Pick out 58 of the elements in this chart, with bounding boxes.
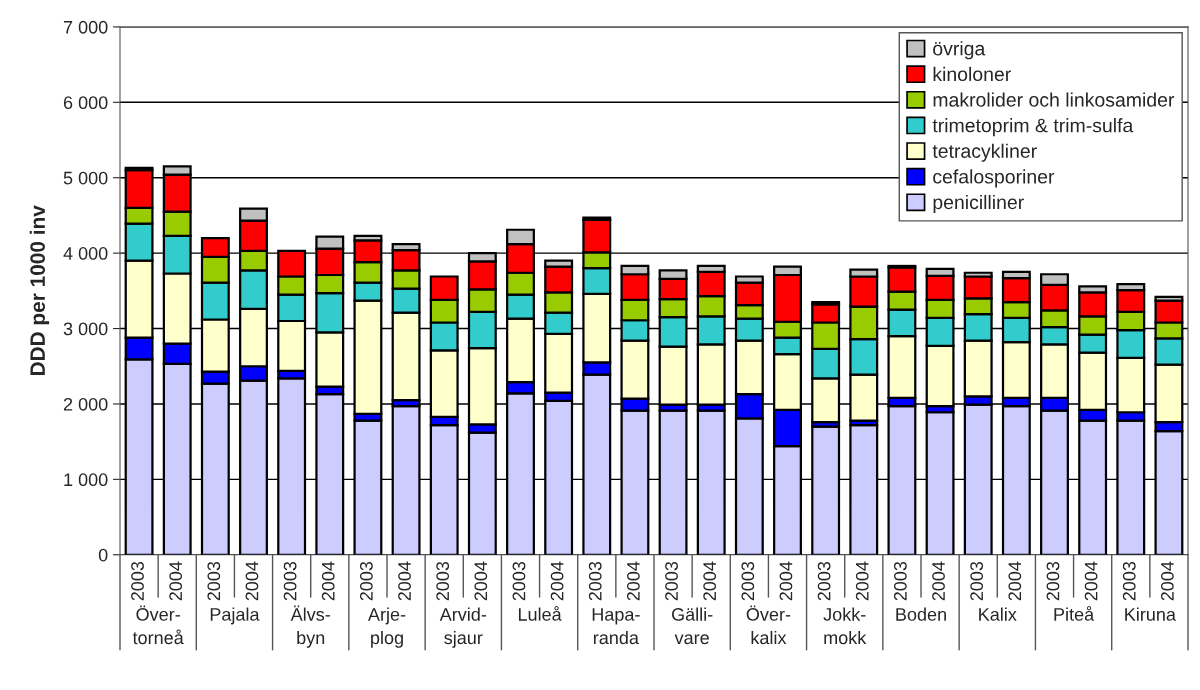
x-tick-label: 2004 (932, 561, 945, 601)
text: Älvs- byn (290, 605, 330, 648)
y-axis-title: DDD per 1000 inv (29, 205, 50, 376)
legend-label: övriga (933, 41, 986, 60)
x-tick-label: 2004 (1160, 561, 1174, 601)
x-tick-label: 2004 (398, 561, 411, 601)
x-tick-label: 2003 (207, 561, 221, 601)
legend-label: penicilliner (933, 194, 1024, 214)
text: Arvid- sjaur (439, 607, 487, 648)
text: Kalix (979, 607, 1017, 621)
legend-label: tetracykliner (932, 143, 1037, 162)
text: Hapa- randa (592, 608, 640, 645)
text: Kiruna (1125, 607, 1176, 621)
text: Boden (896, 607, 946, 621)
y-tick-label: 1 000 (64, 473, 108, 487)
x-tick-label: 2003 (588, 561, 602, 601)
x-tick-label: 2003 (1046, 561, 1060, 601)
legend-label: cefalosporiner (933, 169, 1055, 188)
x-tick-label: 2004 (474, 561, 488, 601)
text: Arje- plog (367, 607, 406, 648)
y-tick-label: 3 000 (63, 322, 108, 336)
text: Över- torneå (132, 605, 184, 645)
x-tick-label: 2003 (817, 561, 831, 601)
legend-label: makrolider och linkosamider (933, 92, 1175, 107)
x-tick-label: 2004 (1008, 561, 1022, 601)
text: Gälli- vare (671, 607, 713, 645)
x-tick-label: 2004 (779, 561, 793, 601)
y-tick-label: 0 (98, 548, 108, 562)
y-tick-label: 5 000 (63, 171, 108, 185)
x-tick-label: 2003 (359, 561, 373, 601)
x-tick-label: 2003 (131, 561, 144, 601)
text: Luleå (518, 606, 562, 621)
x-tick-label: 2003 (741, 561, 755, 601)
y-tick-label: 6 000 (63, 96, 108, 110)
x-tick-label: 2004 (1084, 561, 1098, 601)
x-tick-label: 2003 (1122, 561, 1136, 601)
x-tick-label: 2003 (512, 561, 526, 601)
x-tick-label: 2004 (855, 561, 869, 601)
legend-label: trimetoprim & trim-sulfa (932, 118, 1134, 137)
x-tick-label: 2003 (893, 561, 907, 601)
x-tick-label: 2004 (626, 561, 640, 601)
text: Över- kalix (746, 605, 791, 645)
text: Jokk- mokk (823, 607, 867, 645)
x-tick-label: 2003 (665, 561, 678, 601)
x-tick-label: 2003 (283, 561, 297, 601)
text: Pajala (210, 607, 260, 625)
legend-label: kinoloner (933, 66, 1011, 82)
x-tick-label: 2004 (321, 561, 335, 601)
x-tick-label: 2003 (436, 561, 450, 601)
x-tick-label: 2004 (703, 561, 717, 601)
x-tick-label: 2003 (970, 561, 984, 601)
y-tick-label: 7 000 (63, 20, 108, 34)
x-tick-label: 2004 (169, 561, 183, 601)
x-tick-label: 2004 (245, 561, 259, 601)
y-tick-label: 2 000 (63, 397, 108, 411)
y-tick-label: 4 000 (63, 247, 108, 260)
text: Piteå (1054, 606, 1095, 621)
x-tick-label: 2004 (550, 561, 564, 601)
